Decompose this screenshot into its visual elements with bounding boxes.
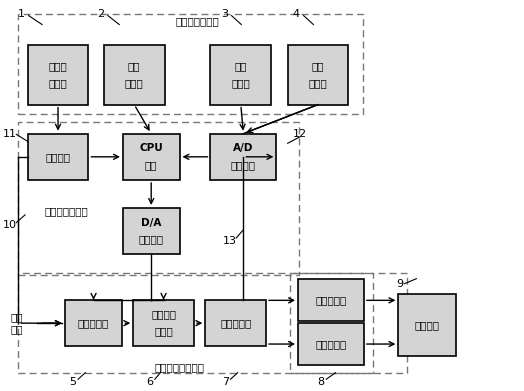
Text: 4: 4 <box>293 9 300 19</box>
FancyBboxPatch shape <box>298 323 364 365</box>
Text: 流量比例: 流量比例 <box>151 310 176 320</box>
FancyBboxPatch shape <box>398 294 456 356</box>
Text: 采集模块: 采集模块 <box>231 160 256 170</box>
Text: 流量传感器: 流量传感器 <box>220 318 252 328</box>
FancyBboxPatch shape <box>205 300 266 346</box>
Text: CPU: CPU <box>139 143 163 153</box>
Text: 输出模块: 输出模块 <box>139 235 163 245</box>
Text: 绞车状态检测器: 绞车状态检测器 <box>176 16 220 27</box>
Text: 气动马达: 气动马达 <box>414 320 440 330</box>
Text: 3: 3 <box>221 9 228 19</box>
Text: 13: 13 <box>223 236 236 246</box>
FancyBboxPatch shape <box>211 134 276 180</box>
Text: 倾角: 倾角 <box>128 61 140 71</box>
FancyBboxPatch shape <box>28 45 89 105</box>
Text: 7: 7 <box>222 377 229 387</box>
FancyBboxPatch shape <box>123 134 180 180</box>
Text: 传感器: 传感器 <box>125 78 144 88</box>
Text: 压缩
空气: 压缩 空气 <box>10 312 23 334</box>
Text: 传感器: 传感器 <box>309 78 328 88</box>
Text: 通信模块: 通信模块 <box>46 152 71 162</box>
FancyBboxPatch shape <box>133 300 194 346</box>
Text: 传感器: 传感器 <box>232 78 250 88</box>
Text: 5: 5 <box>70 377 77 387</box>
Text: 流量及方向调节器: 流量及方向调节器 <box>155 362 204 373</box>
FancyBboxPatch shape <box>65 300 123 346</box>
Text: 8: 8 <box>318 377 325 387</box>
Text: 11: 11 <box>3 129 17 139</box>
FancyBboxPatch shape <box>288 45 348 105</box>
Text: 进气开关阀: 进气开关阀 <box>78 318 109 328</box>
Text: 1: 1 <box>18 9 25 19</box>
Text: 模块: 模块 <box>145 160 158 170</box>
FancyBboxPatch shape <box>28 134 89 180</box>
Text: D/A: D/A <box>141 217 161 228</box>
Text: 调节阀: 调节阀 <box>154 326 173 337</box>
FancyBboxPatch shape <box>123 208 180 254</box>
Text: 放缆开关阀: 放缆开关阀 <box>315 295 346 305</box>
Text: 升沉补偿控制器: 升沉补偿控制器 <box>45 206 88 216</box>
Text: 12: 12 <box>292 129 307 139</box>
Text: A/D: A/D <box>233 143 254 153</box>
Text: 10: 10 <box>3 219 17 230</box>
Text: 张力: 张力 <box>312 61 324 71</box>
FancyBboxPatch shape <box>104 45 165 105</box>
Text: 6: 6 <box>146 377 153 387</box>
Text: 收缆开关阀: 收缆开关阀 <box>315 339 346 349</box>
Text: 9: 9 <box>396 279 403 289</box>
FancyBboxPatch shape <box>298 280 364 321</box>
Text: 缆长: 缆长 <box>235 61 247 71</box>
Text: 传感器: 传感器 <box>49 78 68 88</box>
FancyBboxPatch shape <box>211 45 271 105</box>
Text: 2: 2 <box>97 9 104 19</box>
Text: 加速度: 加速度 <box>49 61 68 71</box>
